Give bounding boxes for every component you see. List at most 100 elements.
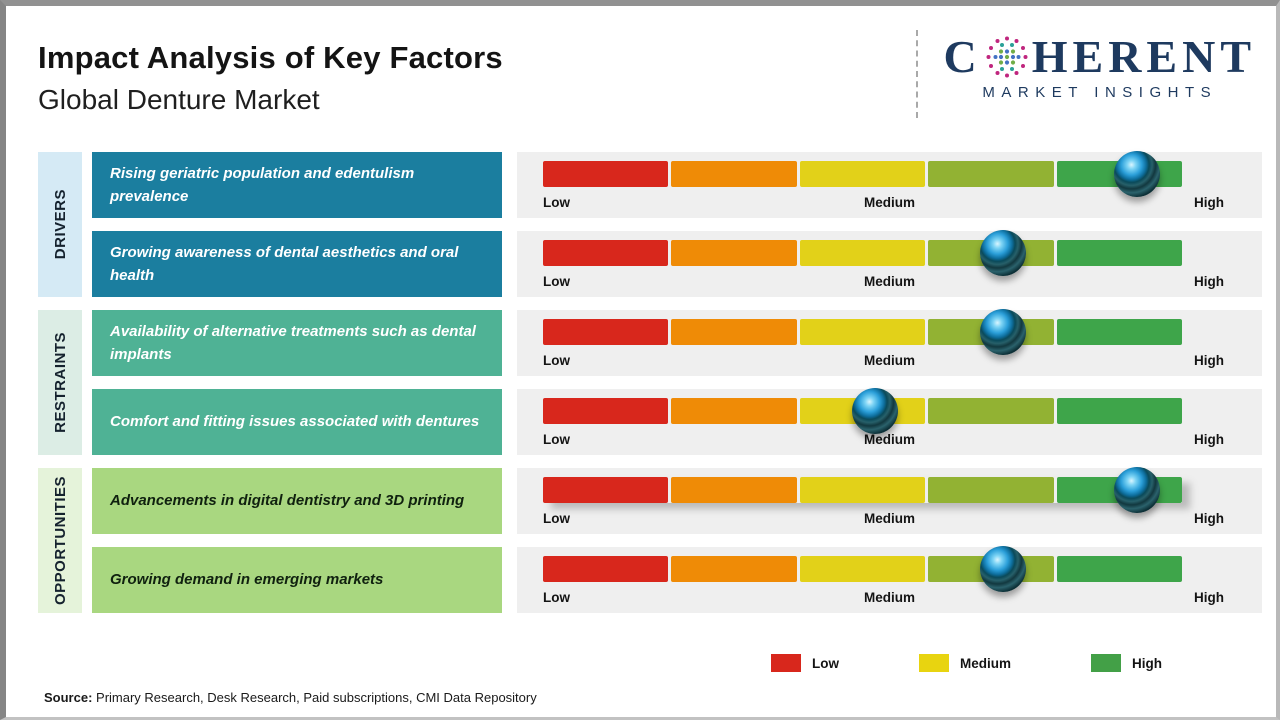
factor-row: Comfort and fitting issues associated wi…: [92, 388, 1262, 455]
logo-tagline: MARKET INSIGHTS: [982, 84, 1218, 101]
gauge-segment-low-med: [671, 477, 797, 503]
scale-label-medium: Medium: [863, 353, 916, 368]
gauge-segment-high: [1056, 240, 1183, 266]
scale-label-low: Low: [543, 274, 570, 289]
gauge-track: [543, 151, 1183, 197]
scale-label-low: Low: [543, 353, 570, 368]
brand-logo: C: [915, 28, 1257, 118]
gauge-segment-high: [1056, 319, 1183, 345]
coherent-logo: C: [944, 28, 1257, 102]
factor-row: Availability of alternative treatments s…: [92, 309, 1262, 376]
legend-label-medium: Medium: [959, 655, 1011, 671]
scale-label-medium: Medium: [863, 195, 916, 210]
factor-card: Growing demand in emerging markets: [92, 547, 502, 613]
scale-label-low: Low: [543, 511, 570, 526]
factor-card: Rising geriatric population and edentuli…: [92, 152, 502, 218]
title-block: Impact Analysis of Key Factors Global De…: [38, 28, 503, 116]
scale-label-medium: Medium: [863, 590, 916, 605]
gauge-segment-med-high: [928, 477, 1054, 503]
gauge-scale: Low Medium High: [517, 195, 1262, 213]
legend: Low Medium High: [38, 653, 1262, 673]
source-text: Primary Research, Desk Research, Paid su…: [92, 690, 537, 705]
gauge-track: [543, 546, 1183, 592]
factor-card: Growing awareness of dental aesthetics a…: [92, 231, 502, 297]
gauge-segment-low-med: [671, 161, 797, 187]
impact-marker: [980, 230, 1027, 276]
impact-gauge: Low Medium High: [517, 546, 1262, 613]
gauge-scale: Low Medium High: [517, 590, 1262, 608]
gauge-segment-med-high: [928, 398, 1054, 424]
scale-label-low: Low: [543, 195, 570, 210]
impact-marker: [1114, 151, 1161, 197]
factor-text: Growing demand in emerging markets: [110, 571, 384, 589]
gauge-segment-medium: [799, 556, 926, 582]
logo-word-rest: HERENT: [1031, 31, 1256, 82]
factor-text: Rising geriatric population and edentuli…: [110, 164, 415, 205]
gauge-scale: Low Medium High: [517, 511, 1262, 529]
legend-item-low: Low: [770, 654, 839, 672]
scale-label-high: High: [1194, 590, 1224, 605]
gauge-segment-low: [543, 161, 669, 187]
factor-row: Advancements in digital dentistry and 3D…: [92, 467, 1262, 534]
header: Impact Analysis of Key Factors Global De…: [38, 28, 1262, 146]
group-label-restraints: RESTRAINTS: [38, 310, 82, 455]
impact-marker: [1114, 467, 1161, 513]
group-restraints: RESTRAINTS Availability of alternative t…: [38, 309, 1262, 455]
impact-gauge: Low Medium High: [517, 467, 1262, 534]
gauge-segment-low-med: [671, 240, 797, 266]
impact-matrix: DRIVERS Rising geriatric population and …: [38, 151, 1262, 613]
gauge-segment-low: [543, 477, 669, 503]
source-line: Source: Primary Research, Desk Research,…: [44, 690, 537, 705]
gauge-track: [543, 388, 1183, 434]
impact-gauge: Low Medium High: [517, 230, 1262, 297]
page-subtitle: Global Denture Market: [38, 84, 320, 115]
gauge-scale: Low Medium High: [517, 432, 1262, 450]
group-label-drivers: DRIVERS: [38, 152, 82, 297]
gauge-segment-low: [543, 240, 669, 266]
gauge-segment-low-med: [671, 556, 797, 582]
legend-item-medium: Medium: [918, 654, 1011, 672]
factor-row: Rising geriatric population and edentuli…: [92, 151, 1262, 218]
factor-text: Advancements in digital dentistry and 3D…: [110, 492, 465, 510]
impact-marker: [980, 546, 1027, 592]
gauge-scale: Low Medium High: [517, 353, 1262, 371]
scale-label-high: High: [1194, 274, 1224, 289]
factor-row: Growing awareness of dental aesthetics a…: [92, 230, 1262, 297]
impact-gauge: Low Medium High: [517, 309, 1262, 376]
factor-text: Growing awareness of dental aesthetics a…: [110, 243, 459, 284]
gauge-segment-low: [543, 398, 669, 424]
gauge-track: [543, 309, 1183, 355]
impact-gauge: Low Medium High: [517, 151, 1262, 218]
gauge-segment-medium: [799, 477, 926, 503]
factor-text: Comfort and fitting issues associated wi…: [110, 413, 480, 431]
impact-marker: [852, 388, 899, 434]
legend-label-low: Low: [811, 655, 839, 671]
logo-letter-c: C: [943, 31, 982, 82]
gauge-scale: Low Medium High: [517, 274, 1262, 292]
legend-swatch-medium: [918, 654, 949, 672]
scale-label-high: High: [1194, 432, 1224, 447]
scale-label-high: High: [1194, 353, 1224, 368]
legend-swatch-high: [1091, 654, 1121, 672]
scale-label-low: Low: [543, 432, 570, 447]
scale-label-medium: Medium: [863, 274, 916, 289]
gauge-segment-low-med: [671, 398, 797, 424]
gauge-segment-med-high: [928, 161, 1054, 187]
legend-label-high: High: [1132, 655, 1162, 671]
scale-label-low: Low: [543, 590, 570, 605]
logo-divider: [915, 30, 918, 118]
gauge-track: [543, 230, 1183, 276]
scale-label-high: High: [1194, 195, 1224, 210]
gauge-segment-high: [1056, 556, 1183, 582]
factor-card: Advancements in digital dentistry and 3D…: [92, 468, 502, 534]
group-label-opportunities: OPPORTUNITIES: [38, 468, 82, 613]
gauge-segment-low: [543, 319, 669, 345]
logo-globe-icon: [986, 36, 1028, 78]
logo-wordmark: C: [944, 34, 1257, 80]
legend-swatch-low: [770, 654, 801, 672]
scale-label-medium: Medium: [863, 432, 916, 447]
page-title: Impact Analysis of Key Factors: [38, 40, 503, 75]
gauge-segment-medium: [799, 161, 926, 187]
gauge-track: [543, 467, 1183, 513]
